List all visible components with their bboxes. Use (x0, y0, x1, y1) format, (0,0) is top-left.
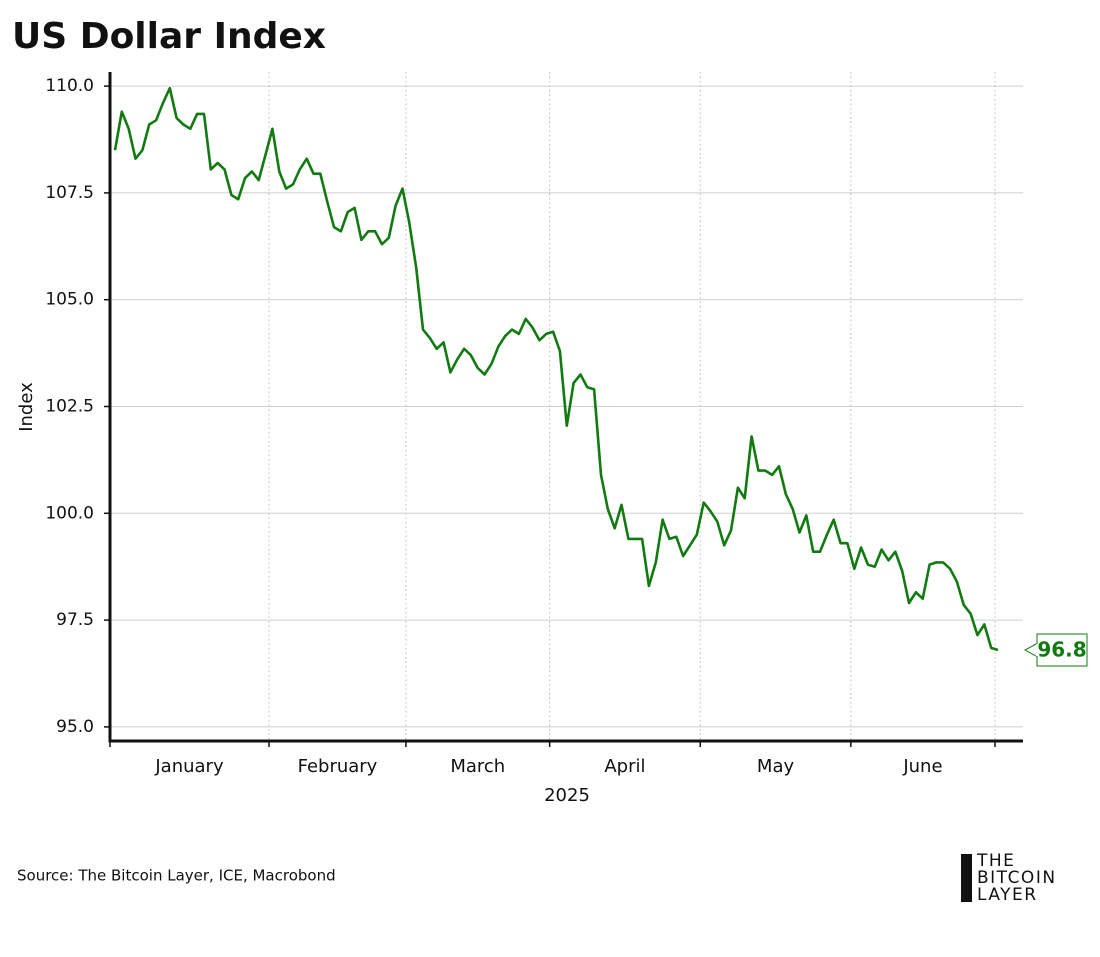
x-tick-label: March (450, 756, 505, 777)
y-tick-label: 97.5 (56, 610, 94, 630)
data-line (113, 86, 999, 652)
logo-bar (961, 854, 972, 902)
y-tick-label: 95.0 (56, 717, 94, 737)
y-tick-label: 100.0 (45, 503, 94, 523)
y-tick-label: 102.5 (45, 397, 94, 417)
x-tick-label: April (604, 756, 645, 777)
x-tick-label: May (757, 756, 795, 777)
logo-text: LAYER (977, 885, 1038, 905)
x-tick-label: June (902, 756, 942, 777)
value-label-cover (1036, 644, 1039, 657)
source-note: Source: The Bitcoin Layer, ICE, Macrobon… (17, 867, 336, 885)
x-axis-label: 2025 (544, 785, 590, 806)
y-tick-label: 107.5 (45, 183, 94, 203)
x-tick-label: February (298, 756, 378, 777)
logo-text: BITCOIN (977, 868, 1057, 888)
logo-text: THE (976, 851, 1015, 871)
y-tick-label: 110.0 (45, 76, 94, 96)
y-tick-label: 105.0 (45, 290, 94, 310)
y-axis-label: Index (16, 382, 37, 432)
x-tick-label: January (154, 756, 224, 777)
value-label: 96.8 (1037, 638, 1086, 662)
chart-title: US Dollar Index (12, 16, 326, 57)
